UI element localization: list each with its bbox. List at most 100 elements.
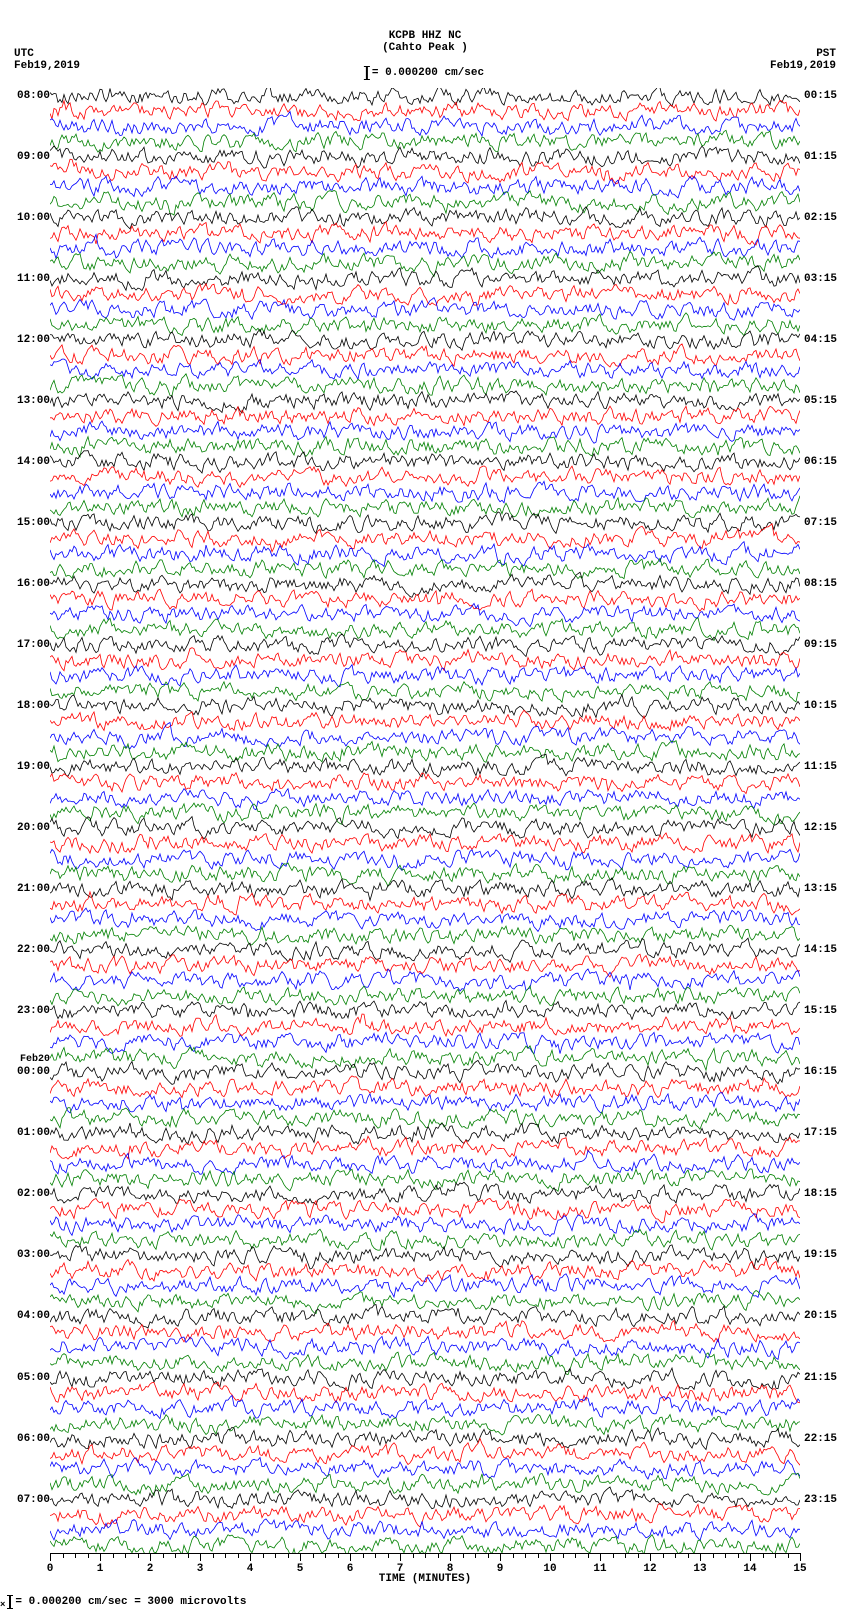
pst-hour-label: 10:15 (804, 700, 837, 712)
x-tick-minor (763, 1553, 764, 1558)
x-tick-label: 14 (743, 1563, 756, 1575)
left-tz-label: UTC (14, 48, 80, 60)
x-tick-major (250, 1553, 251, 1561)
x-tick-label: 0 (47, 1563, 54, 1575)
pst-hour-label: 01:15 (804, 151, 837, 163)
x-tick-major (500, 1553, 501, 1561)
pst-hour-label: 19:15 (804, 1249, 837, 1261)
x-tick-minor (513, 1553, 514, 1558)
pst-hour-label: 04:15 (804, 334, 837, 346)
utc-hour-label: 08:00 (17, 90, 50, 102)
x-tick-minor (475, 1553, 476, 1558)
x-tick-minor (788, 1553, 789, 1558)
utc-hour-label: 22:00 (17, 944, 50, 956)
x-axis-title: TIME (MINUTES) (379, 1573, 471, 1585)
x-tick-minor (675, 1553, 676, 1558)
left-date-label: Feb19,2019 (14, 60, 80, 72)
day-break-label: Feb20 (20, 1054, 50, 1065)
station-subtitle: (Cahto Peak ) (0, 42, 850, 54)
x-tick-minor (725, 1553, 726, 1558)
utc-hour-label: 12:00 (17, 334, 50, 346)
pst-hour-label: 07:15 (804, 517, 837, 529)
pst-hour-label: 09:15 (804, 639, 837, 651)
footer-scale: × = 0.000200 cm/sec = 3000 microvolts (0, 1595, 246, 1609)
x-tick-minor (138, 1553, 139, 1558)
utc-hour-label: 16:00 (17, 578, 50, 590)
helicorder-container: KCPB HHZ NC (Cahto Peak ) UTC Feb19,2019… (0, 0, 850, 1613)
x-tick-minor (738, 1553, 739, 1558)
scale-bar-icon (366, 66, 368, 80)
x-tick-major (400, 1553, 401, 1561)
pst-hour-label: 18:15 (804, 1188, 837, 1200)
pst-hour-label: 22:15 (804, 1433, 837, 1445)
pst-hour-label: 11:15 (804, 761, 837, 773)
utc-hour-label: 21:00 (17, 883, 50, 895)
utc-hour-label: 00:00 (17, 1066, 50, 1078)
x-tick-label: 2 (147, 1563, 154, 1575)
utc-hour-label: 19:00 (17, 761, 50, 773)
x-tick-minor (388, 1553, 389, 1558)
utc-hour-label: 03:00 (17, 1249, 50, 1261)
utc-hour-label: 13:00 (17, 395, 50, 407)
pst-hour-label: 17:15 (804, 1127, 837, 1139)
pst-hour-label: 20:15 (804, 1310, 837, 1322)
x-tick-minor (88, 1553, 89, 1558)
x-tick-minor (238, 1553, 239, 1558)
x-tick-major (700, 1553, 701, 1561)
pst-hour-label: 06:15 (804, 456, 837, 468)
x-tick-minor (225, 1553, 226, 1558)
x-tick-label: 12 (643, 1563, 656, 1575)
x-tick-minor (688, 1553, 689, 1558)
x-tick-major (650, 1553, 651, 1561)
x-tick-label: 10 (543, 1563, 556, 1575)
utc-hour-label: 02:00 (17, 1188, 50, 1200)
pst-hour-label: 03:15 (804, 273, 837, 285)
utc-hour-label: 10:00 (17, 212, 50, 224)
x-tick-major (550, 1553, 551, 1561)
x-tick-minor (363, 1553, 364, 1558)
x-tick-minor (638, 1553, 639, 1558)
x-tick-major (450, 1553, 451, 1561)
pst-hour-label: 13:15 (804, 883, 837, 895)
x-tick-label: 5 (297, 1563, 304, 1575)
x-tick-minor (188, 1553, 189, 1558)
footer-x-mark: × (0, 1600, 5, 1610)
x-tick-minor (538, 1553, 539, 1558)
scale-text: = 0.000200 cm/sec (372, 67, 484, 79)
pst-hour-label: 21:15 (804, 1372, 837, 1384)
x-tick-label: 1 (97, 1563, 104, 1575)
pst-hour-label: 08:15 (804, 578, 837, 590)
x-tick-label: 11 (593, 1563, 606, 1575)
x-tick-label: 4 (247, 1563, 254, 1575)
pst-hour-label: 23:15 (804, 1494, 837, 1506)
station-title: KCPB HHZ NC (0, 0, 850, 42)
x-tick-minor (63, 1553, 64, 1558)
x-tick-minor (713, 1553, 714, 1558)
utc-hour-label: 04:00 (17, 1310, 50, 1322)
x-tick-minor (75, 1553, 76, 1558)
x-tick-major (750, 1553, 751, 1561)
x-tick-minor (663, 1553, 664, 1558)
right-tz-label: PST (770, 48, 836, 60)
x-tick-minor (375, 1553, 376, 1558)
x-tick-label: 3 (197, 1563, 204, 1575)
x-tick-minor (425, 1553, 426, 1558)
right-date-label: Feb19,2019 (770, 60, 836, 72)
footer-scale-bar-icon (9, 1595, 11, 1609)
utc-hour-label: 01:00 (17, 1127, 50, 1139)
pst-hour-label: 14:15 (804, 944, 837, 956)
x-tick-major (800, 1553, 801, 1561)
right-timezone-block: PST Feb19,2019 (770, 48, 836, 72)
utc-hour-label: 11:00 (17, 273, 50, 285)
x-tick-minor (525, 1553, 526, 1558)
x-tick-minor (275, 1553, 276, 1558)
x-tick-minor (413, 1553, 414, 1558)
x-tick-minor (125, 1553, 126, 1558)
utc-hour-label: 17:00 (17, 639, 50, 651)
x-tick-major (50, 1553, 51, 1561)
utc-hour-labels: Feb2008:0009:0010:0011:0012:0013:0014:00… (6, 88, 50, 1553)
x-tick-major (350, 1553, 351, 1561)
pst-hour-label: 12:15 (804, 822, 837, 834)
x-tick-major (100, 1553, 101, 1561)
left-timezone-block: UTC Feb19,2019 (14, 48, 80, 72)
